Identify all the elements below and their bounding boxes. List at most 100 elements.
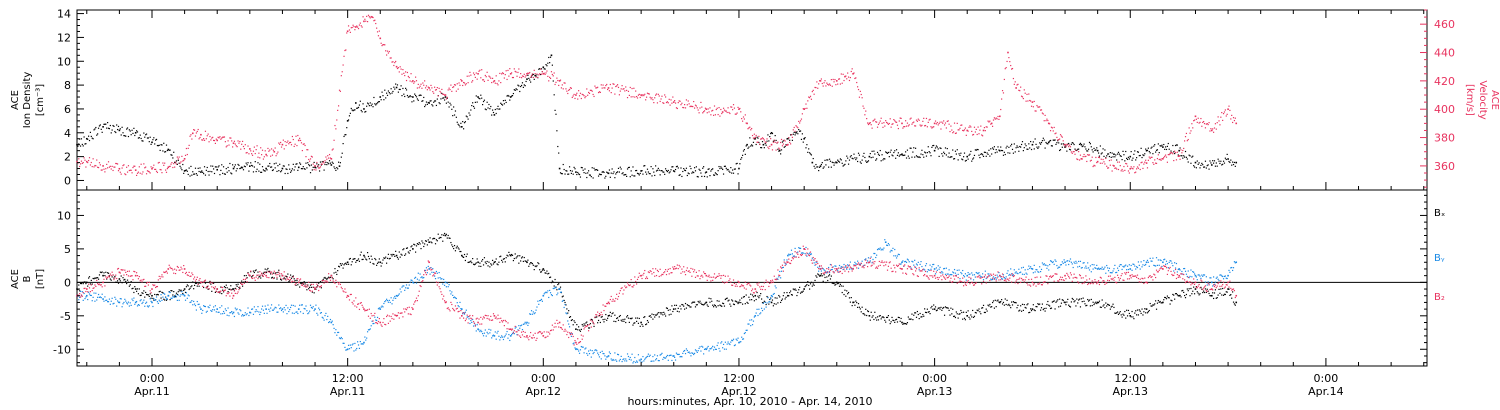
bottom-series-0-sample	[780, 299, 783, 302]
bottom-series-1-sample	[531, 313, 534, 315]
top-series-1-sample	[130, 169, 132, 171]
top-series-0-sample	[876, 151, 879, 154]
top-series-0-sample	[1083, 143, 1085, 145]
top-series-0-sample	[215, 166, 217, 168]
bottom-series-1-sample	[404, 289, 406, 291]
top-series-0-sample	[1046, 142, 1048, 145]
bottom-series-0-sample	[1052, 300, 1054, 303]
top-series-0-point	[1129, 155, 1132, 158]
top-series-1-sample	[442, 93, 444, 95]
bottom-series-1-sample	[944, 273, 947, 275]
top-series-1-sample	[553, 72, 555, 74]
bottom-series-0-sample	[280, 278, 282, 281]
bottom-series-1-sample	[725, 348, 727, 350]
bottom-series-1-sample	[890, 249, 892, 252]
bottom-series-0-sample	[329, 276, 332, 278]
top-series-1-sample	[426, 89, 428, 91]
top-series-0-sample	[733, 168, 736, 170]
top-series-1-sample	[1005, 66, 1007, 69]
top-series-0-sample	[131, 129, 133, 131]
bottom-series-0-sample	[796, 294, 798, 297]
bottom-series-0-sample	[751, 299, 753, 301]
bottom-series-0-point	[819, 274, 822, 277]
bottom-series-0-sample	[1156, 302, 1159, 304]
top-series-0-sample	[887, 151, 890, 154]
top-series-1-sample	[618, 94, 620, 96]
bottom-series-1-sample	[740, 341, 742, 343]
bottom-series-0-sample	[886, 316, 889, 319]
bottom-series-0-sample	[274, 272, 276, 275]
top-right-tick-label: 440	[1434, 47, 1455, 60]
bottom-series-0-sample	[1106, 305, 1108, 307]
top-series-0-sample	[852, 158, 854, 160]
bottom-series-0-sample	[1192, 290, 1194, 292]
top-series-1-sample	[831, 85, 833, 87]
bottom-series-0-sample	[356, 259, 358, 262]
top-series-0-sample	[1114, 156, 1116, 158]
bottom-series-0-sample	[660, 313, 662, 315]
top-series-1-sample	[260, 147, 262, 149]
top-series-1-sample	[737, 106, 739, 109]
top-series-1-sample	[429, 89, 431, 91]
bottom-series-1-sample	[690, 355, 692, 357]
bottom-series-1-sample	[447, 286, 449, 288]
bottom-series-1-sample	[337, 331, 339, 334]
top-right-ylabel-line-1: ACE	[1489, 90, 1500, 110]
bottom-series-1-sample	[781, 267, 784, 269]
bottom-series-1-sample	[273, 308, 275, 310]
bottom-series-1-sample	[616, 360, 618, 362]
bottom-series-0-sample	[869, 319, 871, 321]
bottom-series-1-sample	[327, 315, 329, 317]
bottom-series-1-sample	[411, 279, 413, 282]
bottom-series-1-sample	[370, 325, 372, 327]
top-series-1-sample	[111, 165, 113, 168]
bottom-series-1-sample	[1015, 271, 1017, 273]
top-series-1-sample	[146, 170, 149, 172]
top-series-0-sample	[808, 148, 810, 150]
bottom-series-1-sample	[145, 302, 147, 304]
top-series-1-point	[1178, 155, 1180, 157]
bottom-series-0-sample	[488, 261, 490, 263]
top-series-1-sample	[382, 44, 384, 46]
top-series-1-sample	[884, 125, 886, 127]
top-series-0-sample	[466, 116, 468, 118]
bottom-series-1-sample	[462, 312, 465, 314]
bottom-series-0-sample	[909, 318, 911, 320]
bottom-series-0-sample	[735, 300, 737, 303]
bottom-series-1-sample	[955, 274, 957, 276]
bottom-series-0-sample	[425, 240, 428, 242]
top-series-0-sample	[650, 166, 652, 168]
bottom-series-1-sample	[962, 269, 964, 272]
bottom-series-0-sample	[492, 263, 495, 265]
bottom-series-1-sample	[129, 302, 131, 304]
top-series-0-sample	[539, 73, 542, 76]
bottom-series-0-sample	[551, 280, 553, 282]
top-series-1-sample	[1139, 168, 1141, 171]
bottom-series-0-point	[1162, 301, 1164, 304]
top-series-1-sample	[851, 68, 853, 70]
bottom-series-0-sample	[333, 272, 335, 274]
bottom-series-1-sample	[344, 346, 346, 348]
bottom-series-0-sample	[915, 316, 918, 318]
bottom-series-0-sample	[875, 317, 877, 319]
top-left-ylabel-line-3: [cm⁻³]	[35, 84, 46, 116]
top-series-1-sample	[1002, 92, 1005, 94]
top-series-1-sample	[212, 136, 214, 138]
top-series-0-sample	[963, 152, 966, 154]
bottom-series-1-sample	[355, 349, 357, 351]
bottom-series-0-sample	[313, 292, 315, 294]
bottom-series-0-sample	[741, 297, 743, 299]
top-series-1-sample	[159, 168, 161, 171]
top-series-0-sample	[944, 147, 947, 149]
bottom-series-0-sample	[140, 294, 142, 296]
top-series-1-point	[558, 80, 561, 82]
top-series-1-sample	[644, 93, 646, 95]
bottom-series-1-sample	[672, 355, 674, 357]
bottom-series-1-sample	[553, 287, 555, 290]
bottom-series-1-sample	[257, 306, 259, 308]
bottom-series-0-sample	[511, 253, 513, 256]
top-series-1-sample	[991, 125, 994, 127]
top-series-1-sample	[239, 140, 241, 143]
top-series-1-sample	[645, 96, 648, 98]
top-series-0-sample	[224, 173, 226, 175]
